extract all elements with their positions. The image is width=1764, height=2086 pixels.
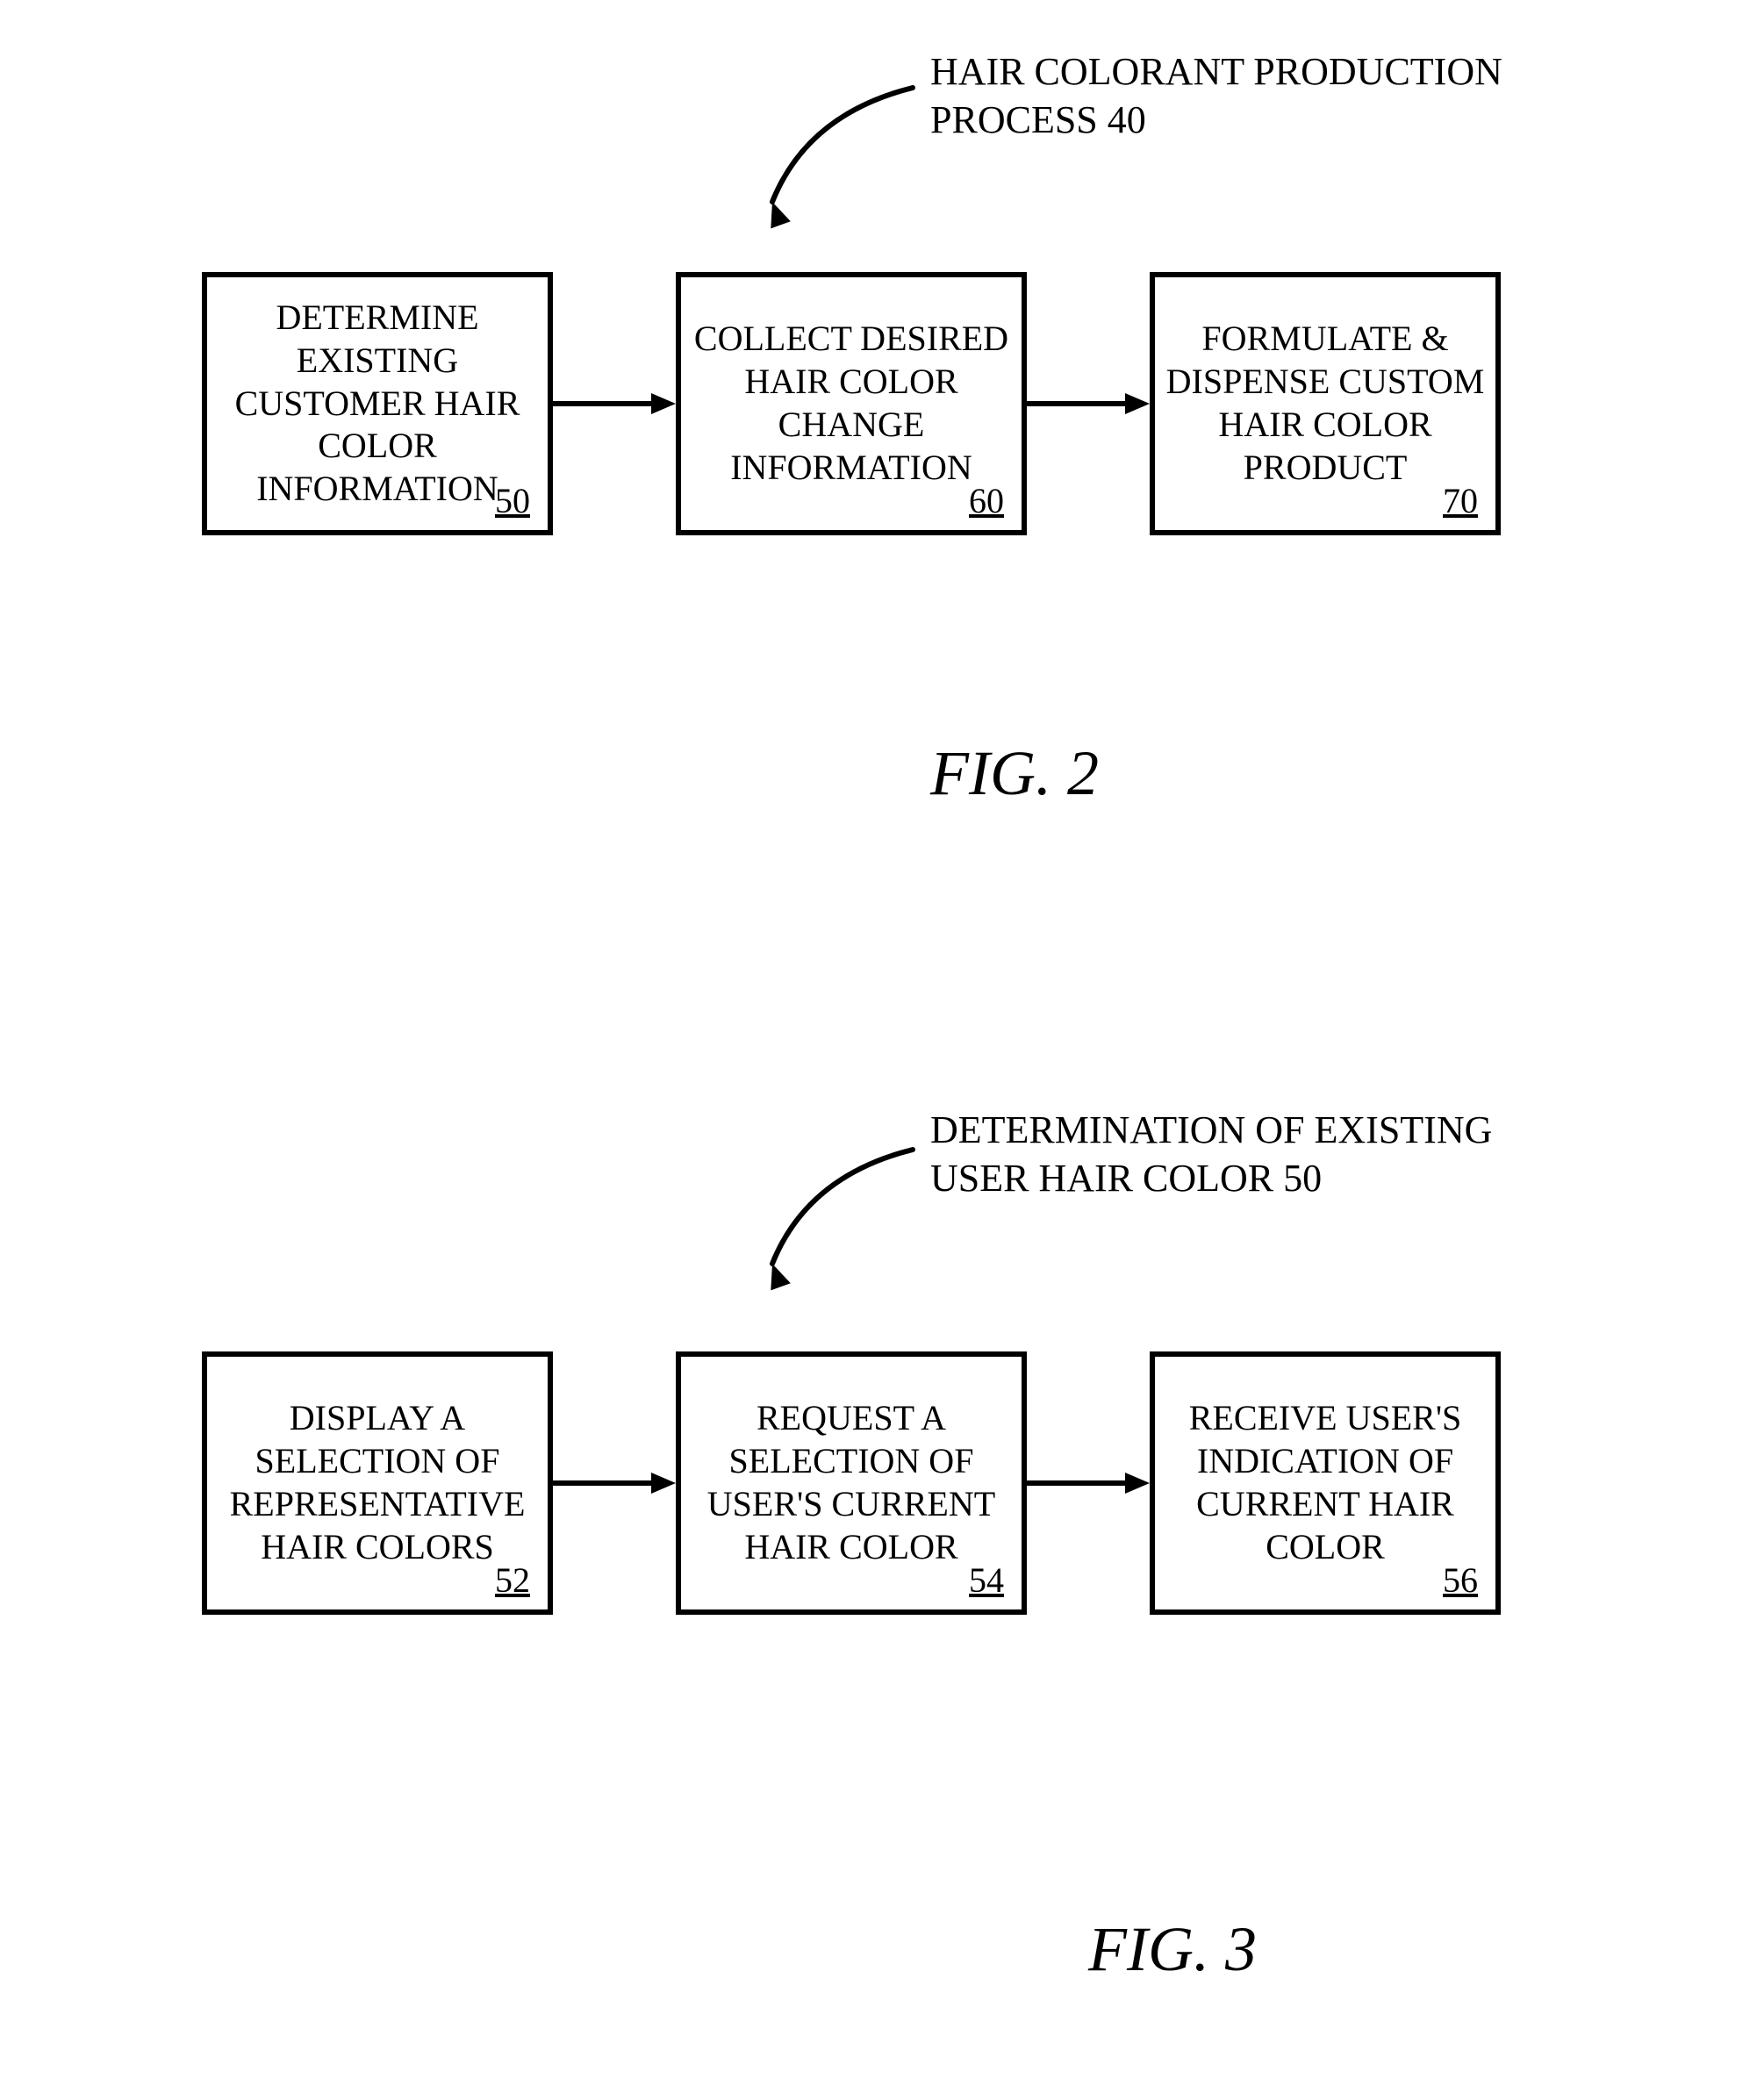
fig3-title-label: DETERMINATION OF EXISTING USER HAIR COLO… xyxy=(930,1106,1492,1202)
flow-box-text-52: DISPLAY A SELECTION OF REPRESENTATIVE HA… xyxy=(230,1397,526,1568)
flow-box-56: RECEIVE USER'S INDICATION OF CURRENT HAI… xyxy=(1150,1351,1501,1615)
fig2-caption: FIG. 2 xyxy=(930,737,1099,810)
flow-box-text-60: COLLECT DESIRED HAIR COLOR CHANGE INFORM… xyxy=(694,318,1008,489)
flow-box-ref-60: 60 xyxy=(969,480,1004,521)
fig2-title-label: HAIR COLORANT PRODUCTION PROCESS 40 xyxy=(930,47,1502,144)
flow-box-ref-54: 54 xyxy=(969,1559,1004,1601)
flow-box-ref-70: 70 xyxy=(1443,480,1478,521)
flow-box-text-50: DETERMINE EXISTING CUSTOMER HAIR COLOR I… xyxy=(235,297,520,511)
flow-box-50: DETERMINE EXISTING CUSTOMER HAIR COLOR I… xyxy=(202,272,553,535)
diagram-canvas: HAIR COLORANT PRODUCTION PROCESS 40 DETER… xyxy=(0,0,1764,2086)
flow-box-text-54: REQUEST A SELECTION OF USER'S CURRENT HA… xyxy=(707,1397,995,1568)
flow-box-52: DISPLAY A SELECTION OF REPRESENTATIVE HA… xyxy=(202,1351,553,1615)
flow-box-ref-52: 52 xyxy=(495,1559,530,1601)
flow-box-text-56: RECEIVE USER'S INDICATION OF CURRENT HAI… xyxy=(1189,1397,1462,1568)
flow-box-text-70: FORMULATE & DISPENSE CUSTOM HAIR COLOR P… xyxy=(1166,318,1485,489)
flow-box-54: REQUEST A SELECTION OF USER'S CURRENT HA… xyxy=(676,1351,1027,1615)
flow-box-60: COLLECT DESIRED HAIR COLOR CHANGE INFORM… xyxy=(676,272,1027,535)
flow-box-ref-56: 56 xyxy=(1443,1559,1478,1601)
flow-box-70: FORMULATE & DISPENSE CUSTOM HAIR COLOR P… xyxy=(1150,272,1501,535)
fig3-caption: FIG. 3 xyxy=(1088,1913,1257,1986)
flow-box-ref-50: 50 xyxy=(495,480,530,521)
